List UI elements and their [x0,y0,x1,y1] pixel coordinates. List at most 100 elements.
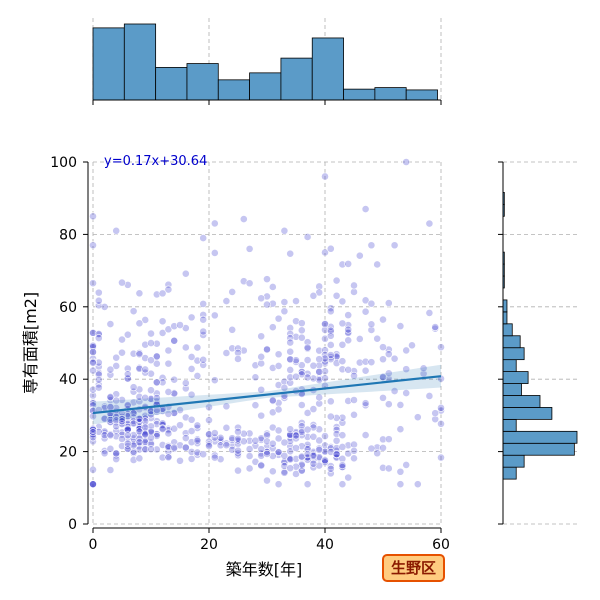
scatter-point [205,430,213,439]
scatter-point [286,347,295,356]
scatter-point [118,395,126,404]
scatter-point [268,444,277,453]
scatter-point [234,466,242,475]
scatter-point [321,374,329,383]
scatter-point [147,356,155,365]
scatter-point [257,294,266,303]
scatter-point [321,354,329,363]
scatter-point [222,297,231,305]
scatter-point [205,403,213,412]
scatter-point [123,442,132,450]
scatter-point [309,459,318,468]
right-hist-bar [502,311,508,325]
top-histogram-axis [92,99,442,105]
scatter-point [280,383,289,392]
scatter-point [326,304,335,313]
scatter-point [158,378,167,387]
scatter-point [135,350,144,359]
scatter-point [350,454,358,463]
scatter-point [350,396,358,404]
scatter-point [193,450,202,459]
scatter-point [123,374,132,383]
scatter-point [193,356,202,365]
scatter-point [251,361,260,370]
scatter-point [199,327,208,336]
scatter-point [268,396,277,405]
scatter-point [94,375,103,384]
scatter-point [379,343,387,352]
scatter-point [315,288,324,297]
scatter-point [332,425,341,434]
scatter-point [129,437,138,446]
scatter-point [89,428,97,437]
scatter-point [297,418,306,427]
scatter-point [112,353,121,362]
scatter-point [263,275,271,284]
scatter-point [112,427,121,435]
right-hist-bar [502,395,541,408]
scatter-point [379,315,387,324]
top-hist-bar [311,37,344,101]
scatter-point [338,431,347,440]
scatter-point [257,359,266,368]
scatter-point [303,338,312,347]
scatter-point [396,480,405,489]
scatter-point [164,443,173,452]
scatter-point [315,346,324,355]
scatter-point [326,326,335,335]
scatter-point [239,277,248,286]
scatter-point [332,436,341,445]
scatter-point [89,341,97,350]
top-histogram [92,18,442,105]
scatter-point [176,456,184,465]
scatter-point [309,432,318,441]
right-hist-bar [502,418,517,432]
scatter-point [89,241,97,250]
scatter-point [216,455,225,464]
scatter-point [419,364,428,373]
scatter-point [303,480,312,489]
scatter-point [263,345,271,354]
scatter-point [379,393,387,402]
scatter-point [106,444,115,453]
scatter-point [292,332,300,341]
scatter-point [396,467,405,476]
scatter-point [234,434,242,443]
scatter-point [280,307,289,316]
scatter-point [152,378,161,387]
scatter-point [106,320,115,328]
scatter-point [344,311,353,320]
scatter-point [199,355,208,364]
top-hist-bar [123,23,157,101]
scatter-point [361,205,370,213]
scatter-point [112,226,121,235]
scatter-point [309,421,318,429]
scatter-point [268,323,277,332]
scatter-point [245,445,254,453]
scatter-point [118,420,126,428]
scatter-point [181,384,190,393]
scatter-point [129,456,138,464]
scatter-point [431,323,440,331]
scatter-point [280,377,289,386]
top-hist-bar [405,89,438,101]
scatter-point [228,344,237,353]
scatter-point [292,372,300,381]
x-axis-title: 築年数[年] [226,560,303,579]
scatter-point [123,364,132,373]
scatter-point [118,435,126,443]
scatter-point [106,466,115,474]
scatter-point [176,441,184,450]
scatter-point [239,215,248,223]
scatter-point [338,319,347,328]
top-hist-bar [217,79,250,101]
scatter-point [274,450,283,459]
scatter-point [239,437,248,446]
scatter-point [402,346,411,355]
scatter-point [390,241,399,250]
scatter-point [303,450,312,459]
scatter-point [286,437,295,446]
scatter-point [181,343,190,352]
scatter-point [170,322,179,331]
scatter-point [408,341,416,350]
